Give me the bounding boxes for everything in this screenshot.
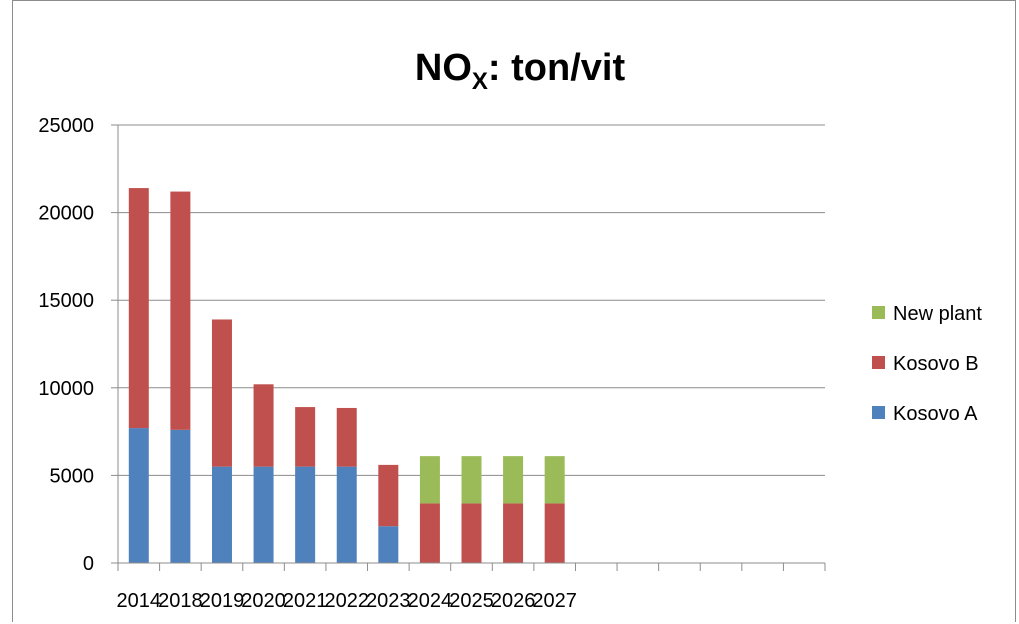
legend-swatch [872,406,885,419]
y-tick-label: 5000 [50,465,95,487]
chart-title: NOX: ton/vit [415,47,626,95]
bar-segment [419,456,440,504]
x-tick-label: 2025 [449,590,494,612]
bar-segment [544,456,565,504]
y-tick-label: 10000 [38,378,94,400]
y-tick-label: 25000 [38,115,94,137]
bar-segment [253,384,274,467]
bar-segment [170,191,191,430]
legend-swatch [872,356,885,369]
bar-segment [503,503,524,563]
x-tick-label: 2026 [491,590,536,612]
legend-label: Kosovo A [893,403,978,425]
bar-segment [378,464,399,527]
bars [128,188,565,563]
legend: New plant Kosovo B Kosovo A [872,303,982,425]
bar-segment [461,503,482,563]
y-tick-label: 0 [83,553,94,575]
bar-segment [461,456,482,504]
bar-segment [295,466,316,563]
axes: 0500010000150002000025000201420182019202… [38,115,826,612]
x-tick-label: 2022 [324,590,369,612]
bar-segment [544,503,565,563]
bar-segment [295,407,316,467]
bar-segment [253,466,274,563]
chart-frame [12,0,1016,622]
x-tick-label: 2019 [200,590,245,612]
legend-label: New plant [893,303,982,325]
x-tick-label: 2020 [241,590,286,612]
bar-segment [336,407,357,467]
x-tick-label: 2027 [532,590,577,612]
bar-segment [128,188,149,429]
x-tick-label: 2024 [408,590,453,612]
bar-segment [336,466,357,563]
bar-segment [211,466,232,563]
bar-segment [378,526,399,563]
bar-segment [170,429,191,563]
legend-label: Kosovo B [893,353,979,375]
x-tick-label: 2018 [158,590,203,612]
legend-swatch [872,306,885,319]
y-tick-label: 15000 [38,290,94,312]
bar-segment [419,503,440,563]
x-tick-label: 2021 [283,590,328,612]
x-tick-label: 2023 [366,590,411,612]
bar-segment [503,456,524,504]
x-tick-label: 2014 [117,590,162,612]
bar-segment [211,319,232,467]
gridlines [118,124,825,476]
y-tick-label: 20000 [38,203,94,225]
bar-segment [128,428,149,563]
